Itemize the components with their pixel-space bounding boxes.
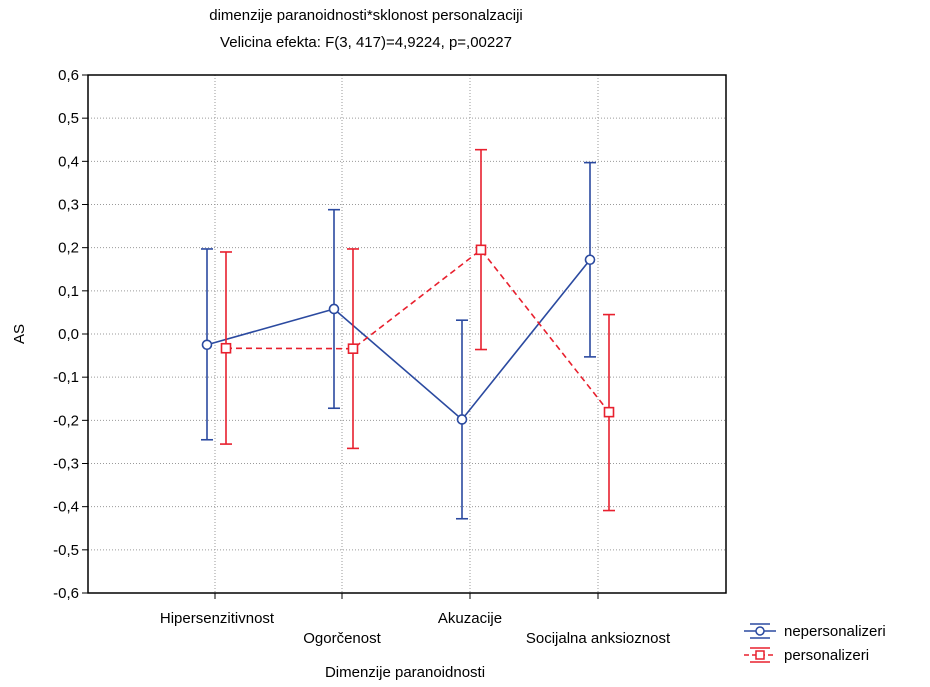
x-tick-label: Hipersenzitivnost	[160, 610, 275, 627]
y-tick-label: 0,5	[58, 110, 79, 127]
y-tick-label: 0,1	[58, 283, 79, 300]
legend-marker-square	[755, 650, 765, 660]
grid-lines	[88, 74, 726, 594]
legend-item-personalizeri: personalizeri	[744, 647, 869, 664]
x-axis-ticks: Hipersenzitivnost Ogorčenost Akuzacije Soci…	[160, 593, 671, 647]
y-axis-ticks: 0,6 0,5 0,4 0,3 0,2 0,1 0,0 -0,1 -0,2 -0,3 -0,4 -0,…	[53, 67, 88, 602]
x-tick-label: Ogorčenost	[303, 630, 381, 647]
legend: nepersonalizeri personalizeri	[744, 623, 886, 664]
legend-label: nepersonalizeri	[784, 623, 886, 640]
y-tick-label: -0,5	[53, 542, 79, 559]
y-tick-label: -0,1	[53, 369, 79, 386]
chart-title: dimenzije paranoidnosti*sklonost persona…	[209, 7, 523, 24]
x-tick-label: Socijalna anksioznost	[526, 630, 671, 647]
y-tick-label: -0,6	[53, 585, 79, 602]
legend-item-nepersonalizeri: nepersonalizeri	[744, 623, 886, 640]
y-tick-label: 0,3	[58, 197, 79, 214]
data-point-square	[220, 342, 232, 354]
data-point-square	[347, 343, 359, 354]
data-point-circle	[456, 414, 468, 425]
data-point-circle	[328, 303, 340, 315]
chart-subtitle: Velicina efekta: F(3, 417)=4,9224, p=,00…	[220, 34, 512, 51]
y-tick-label: 0,4	[58, 153, 79, 170]
data-point-circle	[201, 339, 213, 351]
series-personalizeri	[220, 148, 615, 512]
legend-marker-circle	[755, 626, 765, 636]
data-point-circle	[584, 254, 596, 266]
plot-frame	[87, 74, 727, 594]
x-tick-label: Akuzacije	[438, 610, 502, 627]
y-axis-label: AS	[11, 324, 28, 344]
y-tick-label: -0,4	[53, 499, 79, 516]
series-line	[225, 248, 610, 413]
legend-label: personalizeri	[784, 647, 869, 664]
y-tick-label: -0,2	[53, 412, 79, 429]
y-tick-label: 0,0	[58, 326, 79, 343]
series-nepersonalizeri	[201, 161, 596, 520]
series-line	[206, 259, 591, 421]
y-tick-label: 0,2	[58, 240, 79, 257]
series-layer	[201, 148, 615, 520]
data-point-square	[475, 244, 487, 256]
data-point-square	[603, 406, 615, 418]
x-axis-label: Dimenzije paranoidnosti	[325, 664, 485, 681]
y-tick-label: -0,3	[53, 456, 79, 473]
y-tick-label: 0,6	[58, 67, 79, 84]
